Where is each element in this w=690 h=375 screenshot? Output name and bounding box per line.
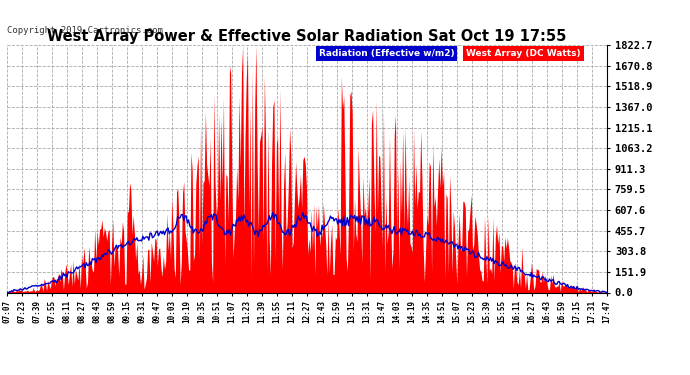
Title: West Array Power & Effective Solar Radiation Sat Oct 19 17:55: West Array Power & Effective Solar Radia… (48, 29, 566, 44)
Text: Radiation (Effective w/m2): Radiation (Effective w/m2) (319, 49, 455, 58)
Text: West Array (DC Watts): West Array (DC Watts) (466, 49, 581, 58)
Text: Copyright 2019 Cartronics.com: Copyright 2019 Cartronics.com (7, 26, 163, 35)
